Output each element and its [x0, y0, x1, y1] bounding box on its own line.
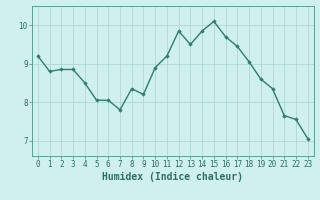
X-axis label: Humidex (Indice chaleur): Humidex (Indice chaleur) — [102, 172, 243, 182]
